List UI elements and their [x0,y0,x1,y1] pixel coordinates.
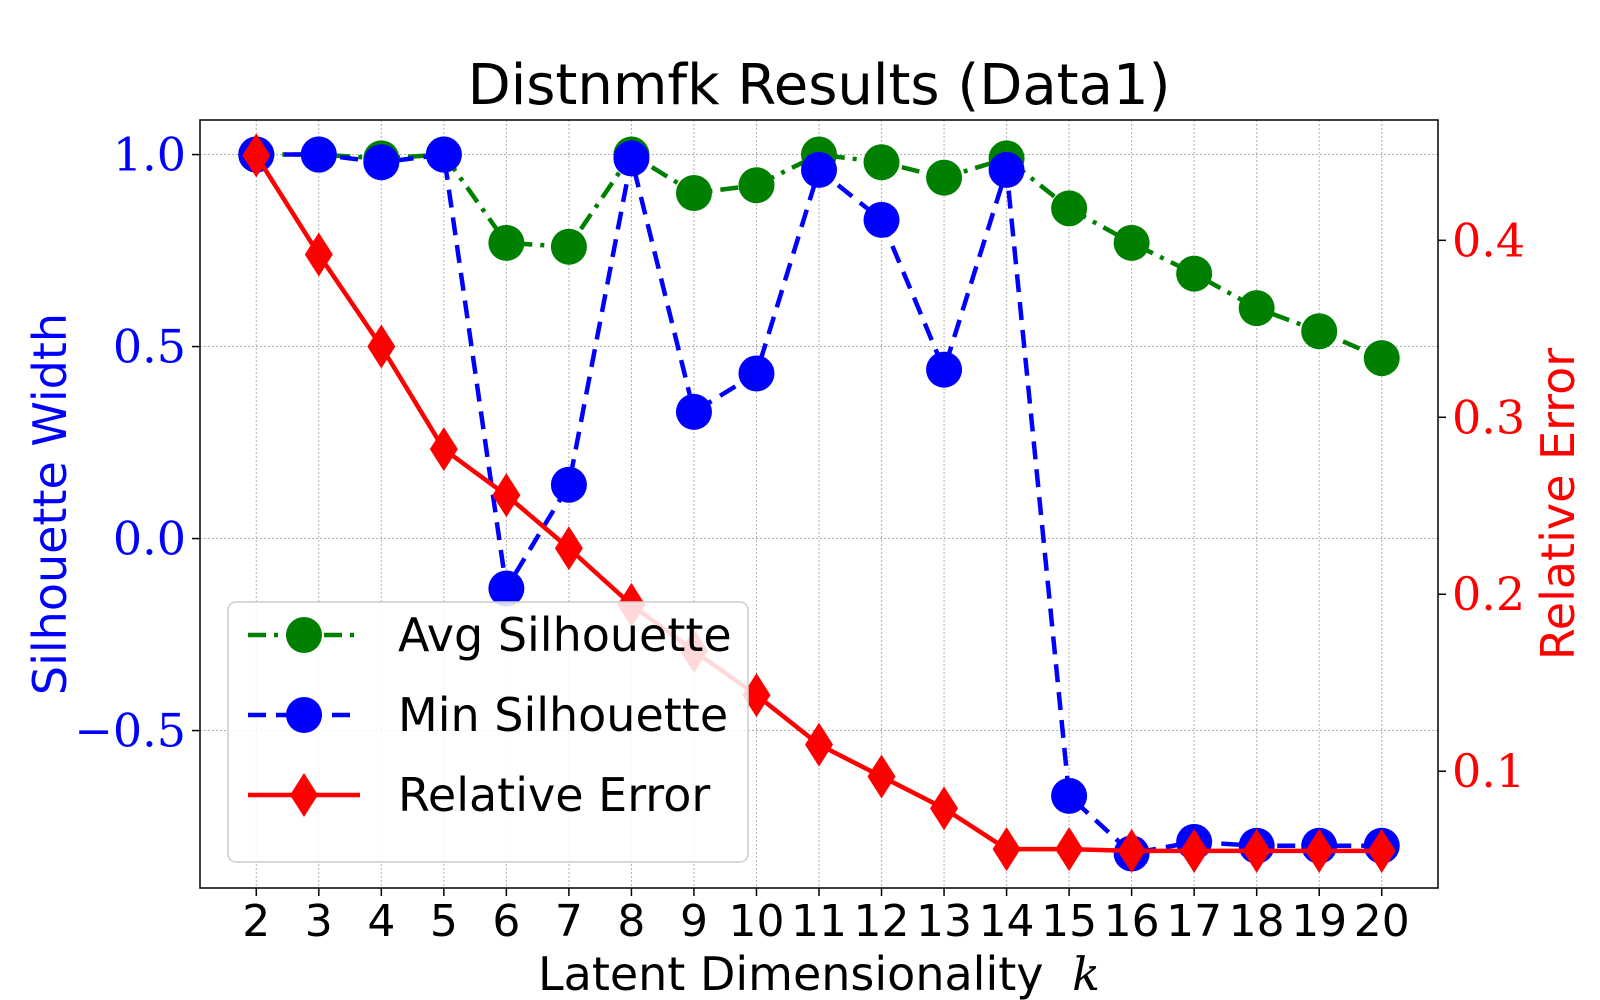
x-tick-label: 8 [617,896,645,947]
data-point-avg-silhouette [1301,313,1338,350]
x-tick-label: 5 [430,896,458,947]
x-tick-label: 9 [680,896,708,947]
x-tick-label: 3 [305,896,333,947]
y-right-tick-label: 0.1 [1452,744,1525,798]
y-left-tick-label: 0.0 [113,512,186,566]
data-point-relative-error [304,232,333,277]
data-point-relative-error [1117,828,1146,873]
x-tick-label: 6 [492,896,520,947]
data-point-min-silhouette [738,355,775,392]
x-tick-label: 4 [367,896,395,947]
x-tick-label: 2 [242,896,270,947]
data-point-relative-error [1242,828,1271,873]
data-point-avg-silhouette [675,174,712,211]
legend-entries: Avg Silhouette Min Silhouette Relative Err… [248,608,732,822]
data-point-avg-silhouette [1238,290,1275,327]
data-point-relative-error [1305,828,1334,873]
legend-label: Avg Silhouette [398,608,732,662]
y-left-tick-label: 0.5 [113,320,186,374]
legend-entry-relative-error: Relative Error [248,768,710,822]
x-axis-label-variable: k [1072,947,1100,1000]
y-right-tick-label: 0.4 [1452,213,1525,267]
data-point-min-silhouette [863,201,900,238]
data-point-min-silhouette [363,144,400,181]
x-tick-label: 10 [728,896,784,947]
data-point-relative-error [554,526,583,571]
legend-marker [286,697,322,733]
y-right-tick-label: 0.3 [1452,390,1525,444]
legend-label: Relative Error [398,768,710,822]
legend-entry-min-silhouette: Min Silhouette [248,688,728,742]
data-point-avg-silhouette [1363,340,1400,377]
data-point-relative-error [1367,828,1396,873]
x-tick-label: 20 [1354,896,1410,947]
x-tick-label: 13 [916,896,972,947]
legend-marker [286,617,322,653]
data-point-avg-silhouette [926,159,963,196]
y-axis-right-label: Relative Error [1531,348,1585,660]
data-point-relative-error [492,473,521,518]
axes: 2 3 4 5 6 7 8 9 10 11 12 13 14 15 16 17 18 19 20 1.0 0.5 0.0 −… [74,128,1525,947]
x-tick-label: 14 [979,896,1035,947]
x-tick-label: 18 [1229,896,1285,947]
data-point-min-silhouette [550,466,587,503]
data-point-avg-silhouette [863,144,900,181]
data-point-min-silhouette [988,151,1025,188]
x-tick-label: 7 [555,896,583,947]
data-point-avg-silhouette [1176,255,1213,292]
x-tick-label: 15 [1041,896,1097,947]
data-point-avg-silhouette [738,167,775,204]
legend-label: Min Silhouette [398,688,728,742]
x-tick-label: 16 [1104,896,1160,947]
data-point-min-silhouette [488,570,525,607]
legend-entry-avg-silhouette: Avg Silhouette [248,608,732,662]
x-tick-label: 17 [1166,896,1222,947]
data-point-relative-error [867,754,896,799]
data-point-avg-silhouette [1113,224,1150,261]
y-left-tick-label: −0.5 [74,704,186,758]
data-point-min-silhouette [801,151,837,188]
data-point-avg-silhouette [550,228,587,265]
data-point-relative-error [742,673,771,718]
legend: Avg Silhouette Min Silhouette Relative Err… [227,601,749,863]
data-point-min-silhouette [1051,777,1088,814]
data-point-min-silhouette [425,136,462,173]
data-point-avg-silhouette [1051,190,1088,227]
data-point-relative-error [367,324,396,369]
data-point-relative-error [992,827,1021,872]
x-axis-label-text: Latent Dimensionality [538,947,1043,1000]
y-left-tick-label: 1.0 [113,128,186,182]
data-point-min-silhouette [613,140,650,177]
data-point-relative-error [1055,827,1084,872]
x-tick-label: 12 [854,896,910,947]
x-tick-label: 11 [791,896,847,947]
data-point-relative-error [242,133,271,178]
data-point-min-silhouette [675,393,712,430]
y-right-tick-label: 0.2 [1452,567,1525,621]
x-tick-label: 19 [1291,896,1347,947]
data-point-relative-error [805,722,833,767]
data-point-min-silhouette [300,136,337,173]
data-point-relative-error [1180,828,1209,873]
data-point-relative-error [930,786,959,831]
y-axis-left-label: Silhouette Width [23,313,77,695]
data-point-relative-error [429,427,458,472]
x-axis-label: Latent Dimensionality k [538,947,1100,1000]
data-point-min-silhouette [926,351,963,388]
chart-title: Distnmfk Results (Data1) [468,53,1171,118]
data-point-avg-silhouette [488,224,525,261]
legend-marker [290,773,318,817]
